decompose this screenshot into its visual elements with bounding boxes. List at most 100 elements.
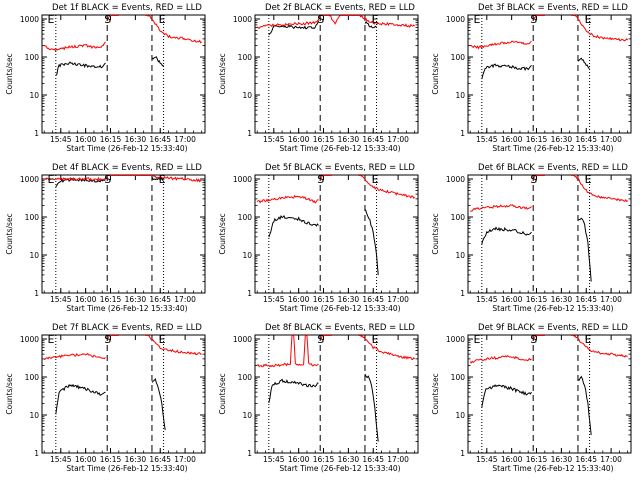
chart-title: Det 7f BLACK = Events, RED = LLD (52, 323, 202, 333)
events-series-line (577, 57, 590, 69)
x-tick-label: 17:00 (387, 295, 409, 304)
chart-title: Det 5f BLACK = Events, RED = LLD (265, 163, 415, 173)
x-axis-label: Start Time (26-Feb-12 15:33:40) (279, 464, 400, 473)
events-series-line (268, 214, 319, 238)
y-axis-label: Counts/sec (5, 53, 14, 94)
plot-frame (41, 334, 206, 454)
phase-marker-label: E (48, 173, 55, 186)
y-tick-label: 100 (25, 213, 40, 222)
y-axis-label: Counts/sec (431, 373, 440, 414)
plot-frame (254, 14, 419, 134)
x-axis-label: Start Time (26-Feb-12 15:33:40) (66, 144, 187, 153)
x-axis-label: Start Time (26-Feb-12 15:33:40) (492, 304, 613, 313)
x-tick-label: 15:45 (263, 295, 285, 304)
phase-marker-label: E (48, 333, 55, 346)
x-axis-label: Start Time (26-Feb-12 15:33:40) (492, 144, 613, 153)
x-tick-label: 17:00 (174, 135, 196, 144)
events-series-line (364, 21, 377, 29)
y-tick-label: 1 (34, 289, 39, 298)
events-series-line (481, 226, 532, 245)
lld-series-line (470, 40, 532, 50)
x-axis-label: Start Time (26-Feb-12 15:33:40) (66, 304, 187, 313)
x-tick-label: 16:30 (125, 455, 147, 464)
y-tick-label: 10 (455, 251, 465, 260)
x-axis-label: Start Time (26-Feb-12 15:33:40) (492, 464, 613, 473)
lld-series-line (320, 335, 332, 340)
lld-series-line (470, 204, 532, 212)
plot-frame (41, 174, 206, 294)
y-tick-label: 10 (242, 251, 252, 260)
y-tick-label: 1 (460, 289, 465, 298)
x-tick-label: 16:15 (526, 295, 548, 304)
y-tick-label: 1000 (20, 175, 39, 184)
x-tick-label: 15:45 (476, 455, 498, 464)
lld-series-line (107, 335, 119, 339)
x-tick-label: 16:45 (149, 295, 171, 304)
y-axis-label: Counts/sec (218, 213, 227, 254)
plot-frame (254, 334, 419, 454)
lld-series-line (358, 175, 416, 200)
phase-marker-label: E (48, 13, 55, 26)
lld-series-line (571, 335, 628, 358)
phase-marker-label: E (585, 13, 592, 26)
x-tick-label: 17:00 (174, 455, 196, 464)
y-tick-label: 100 (25, 53, 40, 62)
lld-series-line (256, 14, 416, 29)
x-tick-label: 16:15 (313, 135, 335, 144)
y-tick-label: 100 (451, 53, 466, 62)
chart-title: Det 6f BLACK = Events, RED = LLD (478, 163, 628, 173)
phase-marker-label: S (104, 333, 111, 346)
chart-panel: Det 2f BLACK = Events, RED = LLD 1 10 100 10… (218, 3, 419, 153)
x-tick-label: 16:00 (288, 455, 310, 464)
lld-series-line (145, 14, 203, 44)
y-tick-label: 1 (34, 449, 39, 458)
chart-title: Det 3f BLACK = Events, RED = LLD (478, 3, 628, 13)
y-tick-label: 10 (29, 91, 39, 100)
lld-series-line (319, 175, 332, 180)
x-tick-label: 16:15 (313, 455, 335, 464)
chart-title: Det 9f BLACK = Events, RED = LLD (478, 323, 628, 333)
y-tick-label: 10 (242, 91, 252, 100)
phase-marker-label: S (104, 13, 111, 26)
x-tick-label: 16:15 (313, 295, 335, 304)
events-series-line (151, 377, 166, 431)
chart-panel: Det 7f BLACK = Events, RED = LLD 1 10 100 10… (5, 323, 206, 473)
phase-marker-label: E (372, 333, 379, 346)
y-tick-label: 100 (238, 213, 253, 222)
chart-panel: Det 9f BLACK = Events, RED = LLD 1 10 100 10… (431, 323, 632, 473)
phase-marker-label: E (585, 333, 592, 346)
x-tick-label: 16:30 (338, 135, 360, 144)
x-tick-label: 16:45 (575, 295, 597, 304)
chart-panel: Det 5f BLACK = Events, RED = LLD 1 10 100 10… (218, 163, 419, 313)
y-tick-label: 10 (242, 411, 252, 420)
plot-frame (467, 14, 632, 134)
phase-marker-label: S (317, 13, 324, 26)
x-tick-label: 17:00 (600, 295, 622, 304)
x-tick-label: 16:30 (125, 295, 147, 304)
x-tick-label: 15:45 (263, 135, 285, 144)
events-series-line (577, 375, 592, 435)
y-axis-label: Counts/sec (218, 373, 227, 414)
y-axis-label: Counts/sec (431, 53, 440, 94)
x-tick-label: 15:45 (476, 135, 498, 144)
x-tick-label: 15:45 (50, 295, 72, 304)
phase-marker-label: E (159, 173, 166, 186)
y-tick-label: 1000 (20, 15, 39, 24)
y-tick-label: 1000 (446, 15, 465, 24)
x-tick-label: 16:45 (575, 455, 597, 464)
chart-panel: Det 1f BLACK = Events, RED = LLD 1 10 100 10… (5, 3, 206, 153)
x-tick-label: 16:15 (526, 135, 548, 144)
events-series-line (364, 373, 379, 442)
x-axis-label: Start Time (26-Feb-12 15:33:40) (279, 144, 400, 153)
events-series-line (577, 217, 592, 282)
x-tick-label: 15:45 (476, 295, 498, 304)
events-series-line (151, 176, 164, 181)
x-tick-label: 16:15 (100, 295, 122, 304)
y-tick-label: 1 (247, 449, 252, 458)
y-tick-label: 100 (451, 373, 466, 382)
x-tick-label: 15:45 (263, 455, 285, 464)
phase-marker-label: S (530, 333, 537, 346)
lld-series-line (257, 335, 319, 368)
x-tick-label: 16:30 (338, 455, 360, 464)
x-tick-label: 16:15 (526, 455, 548, 464)
